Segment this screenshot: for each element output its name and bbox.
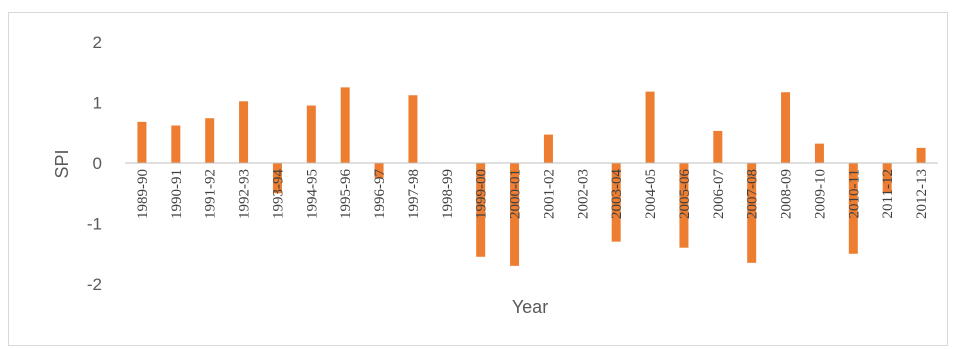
bar-1989-90 — [137, 121, 147, 163]
bar-2000-01 — [510, 163, 520, 266]
x-tick-label: 1989-90 — [135, 169, 151, 219]
bar-series — [137, 87, 926, 266]
x-tick-label: 1998-99 — [440, 169, 456, 219]
bar-1994-95 — [306, 105, 316, 163]
x-tick-label: 2003-04 — [609, 169, 625, 219]
x-tick-label: 2009-10 — [812, 169, 828, 219]
bar-1995-96 — [340, 87, 350, 163]
x-tick-labels: 1989-90 1990-91 1991-92 1992-93 1993-94 1994-… — [135, 169, 930, 219]
x-tick-label: 2005-06 — [677, 169, 693, 219]
bar-1991-92 — [205, 118, 215, 163]
bar-1990-91 — [171, 125, 181, 163]
bar-1992-93 — [239, 101, 249, 163]
y-axis-title: SPI — [52, 149, 72, 178]
x-tick-label: 1995-96 — [338, 169, 354, 219]
y-tick-label: 2 — [93, 33, 102, 52]
x-tick-label: 1996-97 — [372, 169, 388, 219]
bar-2006-07 — [713, 130, 723, 163]
x-axis-title: Year — [512, 297, 548, 317]
x-tick-label: 2006-07 — [711, 169, 727, 219]
x-tick-label: 2002-03 — [575, 169, 591, 219]
x-tick-label: 1992-93 — [237, 169, 253, 219]
bar-2003-04 — [611, 163, 621, 242]
bar-2011-12 — [882, 163, 892, 194]
y-tick-label: -2 — [87, 275, 102, 294]
y-tick-label: -1 — [87, 215, 102, 234]
x-tick-label: 1993-94 — [270, 169, 286, 219]
bar-2001-02 — [543, 134, 553, 163]
x-tick-label: 1999-00 — [474, 169, 490, 219]
y-tick-label: 0 — [93, 154, 102, 173]
bar-2004-05 — [645, 91, 655, 163]
y-tick-label: 1 — [93, 94, 102, 113]
bar-2012-13 — [916, 147, 926, 163]
x-tick-label: 1997-98 — [406, 169, 422, 219]
x-tick-label: 2000-01 — [508, 169, 524, 219]
bar-1999-00 — [476, 163, 486, 257]
x-tick-label: 2008-09 — [779, 169, 795, 219]
x-tick-label: 1990-91 — [169, 169, 185, 219]
bar-1996-97 — [374, 163, 384, 179]
x-tick-label: 2012-13 — [914, 169, 930, 219]
bar-2009-10 — [814, 143, 824, 163]
bar-2010-11 — [848, 163, 858, 254]
x-tick-label: 2011-12 — [880, 169, 896, 218]
x-tick-label: 2007-08 — [745, 169, 761, 219]
bar-1993-94 — [272, 163, 282, 194]
x-tick-label: 2004-05 — [643, 169, 659, 219]
bar-1997-98 — [408, 95, 418, 163]
x-tick-label: 1991-92 — [203, 169, 219, 219]
x-tick-label: 2010-11 — [846, 169, 862, 218]
y-tick-labels: 2 1 0 -1 -2 — [87, 33, 102, 294]
x-tick-label: 2001-02 — [541, 169, 557, 219]
x-tick-label: 1994-95 — [304, 169, 320, 219]
bar-2005-06 — [679, 163, 689, 248]
bar-2008-09 — [781, 92, 791, 163]
bar-2007-08 — [747, 163, 757, 263]
